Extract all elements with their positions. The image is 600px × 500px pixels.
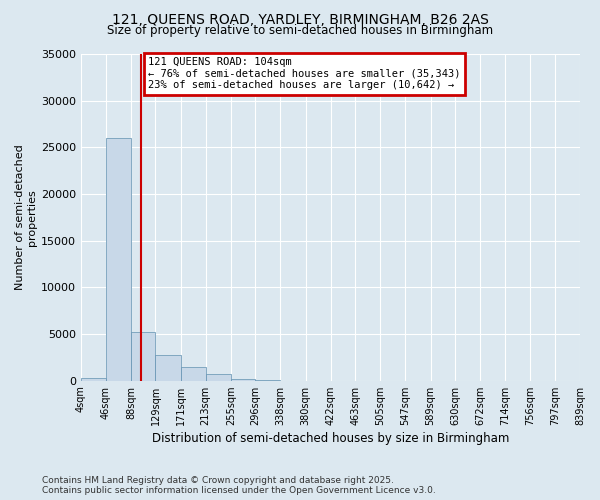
Bar <box>131 332 155 380</box>
Bar <box>231 379 256 380</box>
Bar <box>106 138 131 380</box>
Bar <box>181 366 206 380</box>
Text: 121 QUEENS ROAD: 104sqm
← 76% of semi-detached houses are smaller (35,343)
23% o: 121 QUEENS ROAD: 104sqm ← 76% of semi-de… <box>148 58 461 90</box>
X-axis label: Distribution of semi-detached houses by size in Birmingham: Distribution of semi-detached houses by … <box>152 432 509 445</box>
Text: Size of property relative to semi-detached houses in Birmingham: Size of property relative to semi-detach… <box>107 24 493 37</box>
Y-axis label: Number of semi-detached
properties: Number of semi-detached properties <box>15 144 37 290</box>
Bar <box>81 378 106 380</box>
Text: Contains HM Land Registry data © Crown copyright and database right 2025.
Contai: Contains HM Land Registry data © Crown c… <box>42 476 436 495</box>
Bar <box>206 374 231 380</box>
Text: 121, QUEENS ROAD, YARDLEY, BIRMINGHAM, B26 2AS: 121, QUEENS ROAD, YARDLEY, BIRMINGHAM, B… <box>112 12 488 26</box>
Bar <box>155 356 181 380</box>
